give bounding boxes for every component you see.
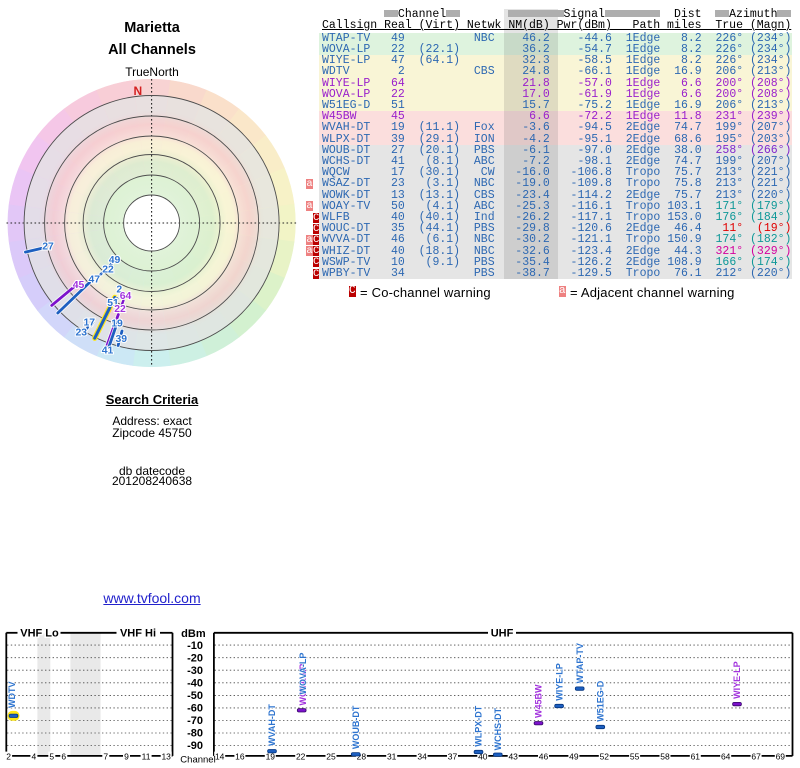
svg-text:-40: -40	[187, 677, 203, 689]
svg-text:51: 51	[107, 298, 119, 309]
svg-text:WIYE-LP: WIYE-LP	[732, 661, 742, 699]
svg-text:WIYE-LP: WIYE-LP	[554, 663, 564, 701]
svg-text:64: 64	[721, 751, 731, 761]
svg-text:W51EG-D: W51EG-D	[596, 680, 606, 722]
svg-text:-90: -90	[187, 740, 203, 752]
svg-text:41: 41	[102, 345, 114, 356]
svg-text:W45BW: W45BW	[534, 684, 544, 718]
svg-text:19: 19	[111, 318, 123, 329]
svg-text:58: 58	[660, 751, 670, 761]
svg-text:-70: -70	[187, 715, 203, 727]
svg-text:22: 22	[114, 304, 126, 315]
svg-text:27: 27	[42, 242, 54, 253]
svg-text:9: 9	[124, 751, 129, 761]
svg-text:19: 19	[266, 751, 276, 761]
svg-text:dBm: dBm	[181, 628, 206, 640]
svg-text:2: 2	[116, 285, 122, 296]
svg-text:UHF: UHF	[491, 627, 514, 639]
svg-text:16: 16	[235, 751, 245, 761]
svg-text:-30: -30	[187, 665, 203, 677]
svg-text:25: 25	[326, 751, 336, 761]
svg-text:23: 23	[76, 327, 88, 338]
svg-text:34: 34	[417, 751, 427, 761]
svg-text:-20: -20	[187, 652, 203, 664]
svg-text:2: 2	[6, 751, 11, 761]
svg-text:37: 37	[448, 751, 458, 761]
svg-text:VHF Hi: VHF Hi	[120, 627, 156, 639]
svg-text:WDTV: WDTV	[7, 682, 17, 709]
svg-text:WVAH-DT: WVAH-DT	[267, 704, 277, 746]
svg-text:13: 13	[161, 751, 171, 761]
svg-text:64: 64	[120, 291, 132, 302]
svg-text:-10: -10	[187, 640, 203, 652]
svg-text:VHF Lo: VHF Lo	[20, 627, 59, 639]
svg-text:-80: -80	[187, 728, 203, 740]
svg-text:WOVA-LP: WOVA-LP	[298, 653, 308, 695]
svg-text:4: 4	[32, 751, 37, 761]
svg-text:39: 39	[116, 334, 128, 345]
svg-text:55: 55	[630, 751, 640, 761]
svg-text:5: 5	[49, 751, 54, 761]
svg-text:WOVA-LP: WOVA-LP	[298, 664, 308, 706]
svg-text:Channel: Channel	[180, 755, 215, 766]
svg-text:WTAP-TV: WTAP-TV	[575, 643, 585, 683]
svg-text:46: 46	[539, 751, 549, 761]
svg-text:28: 28	[357, 751, 367, 761]
svg-text:31: 31	[387, 751, 397, 761]
svg-text:67: 67	[751, 751, 761, 761]
svg-text:14: 14	[215, 751, 225, 761]
svg-text:49: 49	[569, 751, 579, 761]
svg-text:40: 40	[478, 751, 488, 761]
svg-text:49: 49	[109, 255, 121, 266]
svg-text:6: 6	[61, 751, 66, 761]
svg-text:52: 52	[600, 751, 610, 761]
svg-text:-60: -60	[187, 703, 203, 715]
svg-text:7: 7	[103, 751, 108, 761]
svg-text:17: 17	[84, 317, 96, 328]
svg-text:WLPX-DT: WLPX-DT	[474, 705, 484, 746]
svg-text:WOUB-DT: WOUB-DT	[351, 705, 361, 749]
svg-text:61: 61	[691, 751, 701, 761]
svg-text:69: 69	[776, 751, 786, 761]
svg-text:-50: -50	[187, 690, 203, 702]
svg-text:47: 47	[89, 275, 101, 286]
svg-text:45: 45	[73, 280, 85, 291]
svg-text:WCHS-DT: WCHS-DT	[493, 707, 503, 750]
svg-text:22: 22	[102, 265, 114, 276]
svg-text:22: 22	[296, 751, 306, 761]
svg-text:43: 43	[508, 751, 518, 761]
svg-text:11: 11	[142, 751, 151, 761]
